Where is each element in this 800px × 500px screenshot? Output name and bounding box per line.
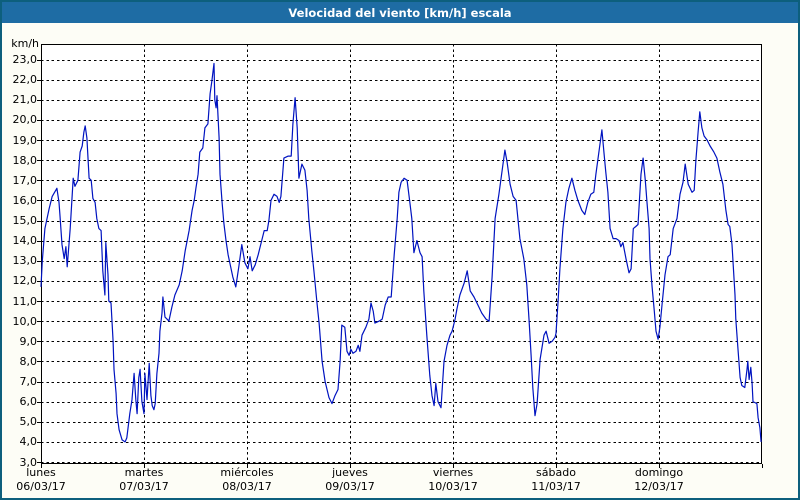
y-axis-tick-label: 17,0: [12, 173, 38, 187]
y-axis-tick-label: 20,0: [12, 113, 38, 127]
y-axis-tick-label: 6,0: [19, 395, 38, 409]
chart-title: Velocidad del viento [km/h] escala: [288, 5, 512, 20]
y-axis-tick-label: 15,0: [12, 214, 38, 227]
y-axis-unit-label: km/h: [11, 37, 39, 50]
x-axis-day-label: jueves: [332, 466, 368, 479]
y-axis-tick-label: 21,0: [12, 93, 38, 107]
y-axis-tick-label: 12,0: [12, 274, 38, 288]
y-axis-tick-label: 11,0: [12, 294, 38, 308]
plot-background: [41, 44, 762, 464]
y-axis-tick-label: 4,0: [19, 435, 38, 449]
title-bar: Velocidad del viento [km/h] escala: [2, 2, 798, 23]
x-axis-date-label: 09/03/17: [325, 480, 375, 493]
y-axis-tick-label: 18,0: [12, 153, 38, 167]
y-axis-tick-label: 9,0: [19, 334, 38, 348]
x-axis-day-label: viernes: [432, 466, 474, 479]
y-axis-tick-label: 3,0: [19, 455, 38, 469]
x-axis-day-label: miércoles: [220, 466, 274, 479]
y-axis-tick-label: 5,0: [19, 415, 38, 429]
y-axis-tick-label: 19,0: [12, 133, 38, 147]
y-axis-tick-label: 16,0: [12, 193, 38, 207]
x-axis-date-label: 06/03/17: [16, 480, 66, 493]
x-axis-date-label: 10/03/17: [428, 480, 478, 493]
x-axis-day-label: martes: [124, 466, 164, 479]
x-axis-day-label: domingo: [634, 466, 684, 479]
plot-border: [41, 44, 762, 464]
chart-area: km/h 23,0 22,0 21,0 20,0 19,0 18,0 17,0 16,0 15,…: [2, 23, 798, 498]
x-axis-day-label: lunes: [26, 466, 56, 479]
x-axis-date-label: 11/03/17: [531, 480, 581, 493]
y-axis-tick-label: 10,0: [12, 314, 38, 328]
y-axis-tick-label: 14,0: [12, 234, 38, 248]
y-axis-tick-label: 8,0: [19, 354, 38, 368]
wind-speed-chart: [37, 44, 763, 468]
x-axis-date-label: 12/03/17: [634, 480, 684, 493]
y-axis-tick-label: 22,0: [12, 73, 38, 87]
y-axis-tick-label: 13,0: [12, 254, 38, 268]
x-axis-day-label: sábado: [536, 466, 576, 479]
x-axis-date-label: 07/03/17: [119, 480, 169, 493]
y-axis-tick-label: 23,0: [12, 53, 38, 66]
y-axis-tick-label: 7,0: [19, 375, 38, 388]
wind-speed-line: [40, 62, 762, 443]
x-axis-date-label: 08/03/17: [222, 480, 272, 493]
